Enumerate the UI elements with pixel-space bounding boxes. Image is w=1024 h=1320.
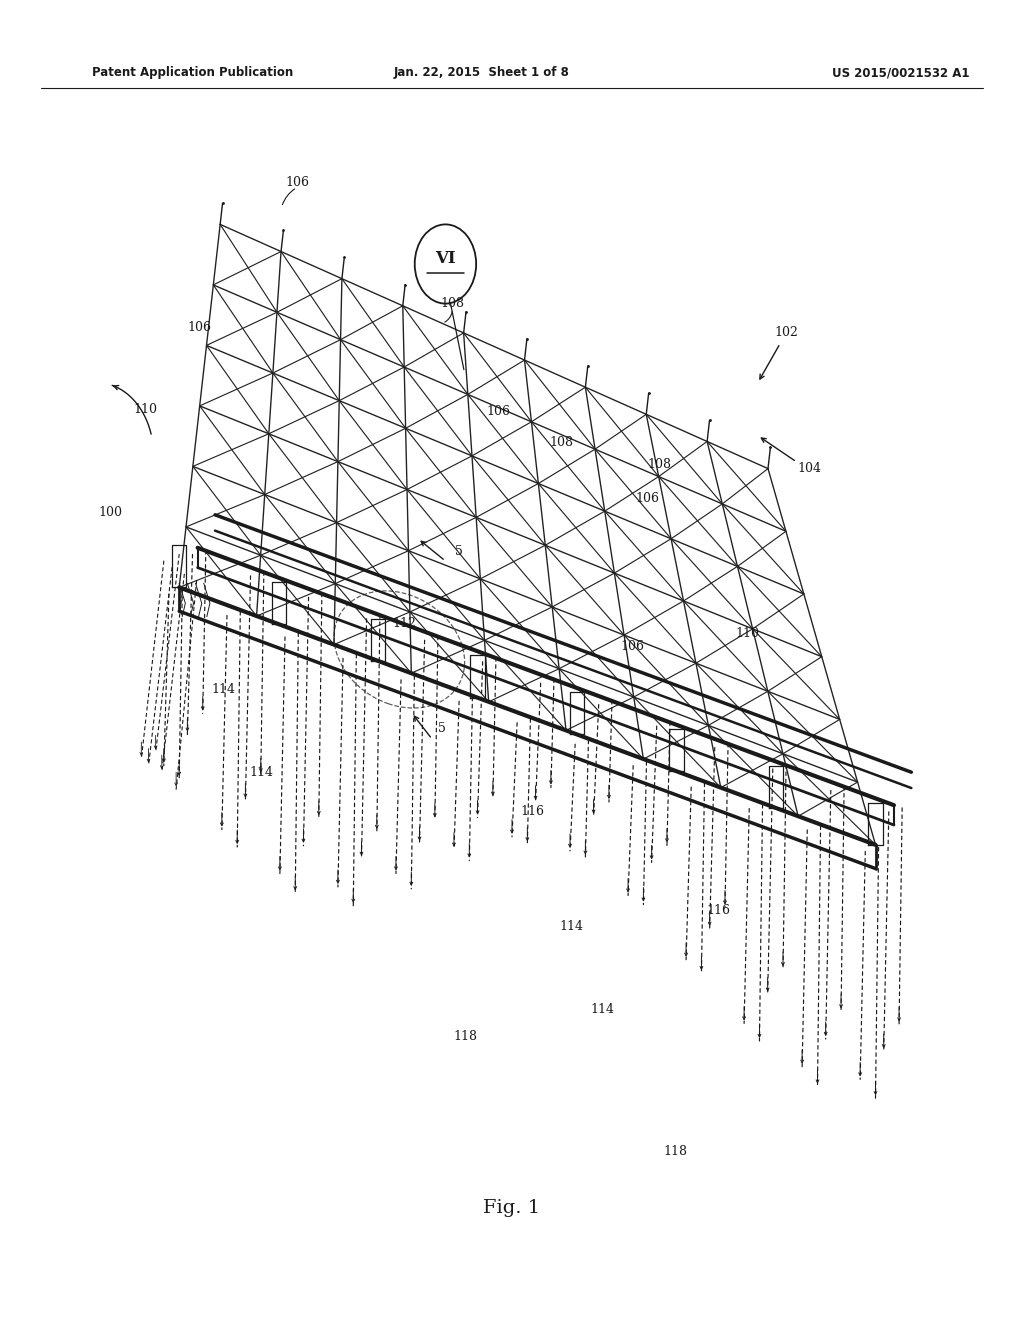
Text: 110: 110 <box>735 627 760 640</box>
Text: 114: 114 <box>559 920 584 933</box>
Text: 116: 116 <box>707 904 731 917</box>
Text: 110: 110 <box>133 403 158 416</box>
Text: 114: 114 <box>590 1003 614 1016</box>
Text: 118: 118 <box>454 1030 478 1043</box>
Text: VI: VI <box>435 251 456 267</box>
Text: 104: 104 <box>797 462 821 475</box>
Text: Jan. 22, 2015  Sheet 1 of 8: Jan. 22, 2015 Sheet 1 of 8 <box>393 66 569 79</box>
Text: 106: 106 <box>621 640 645 653</box>
Text: 106: 106 <box>486 405 511 418</box>
Text: 102: 102 <box>774 326 799 339</box>
Text: 108: 108 <box>549 436 573 449</box>
Text: Fig. 1: Fig. 1 <box>483 1199 541 1217</box>
Text: US 2015/0021532 A1: US 2015/0021532 A1 <box>833 66 970 79</box>
Text: 108: 108 <box>647 458 672 471</box>
Text: 116: 116 <box>520 805 545 818</box>
Text: 5: 5 <box>438 722 446 735</box>
Text: 112: 112 <box>392 616 417 630</box>
Text: 114: 114 <box>249 766 273 779</box>
Text: 106: 106 <box>635 492 659 506</box>
Text: 108: 108 <box>440 297 465 310</box>
Text: 106: 106 <box>187 321 212 334</box>
Text: Patent Application Publication: Patent Application Publication <box>92 66 294 79</box>
Text: 114: 114 <box>211 682 236 696</box>
Text: 118: 118 <box>664 1144 688 1158</box>
Text: 5: 5 <box>455 545 463 558</box>
Text: 100: 100 <box>98 506 123 519</box>
Text: 106: 106 <box>285 176 309 189</box>
